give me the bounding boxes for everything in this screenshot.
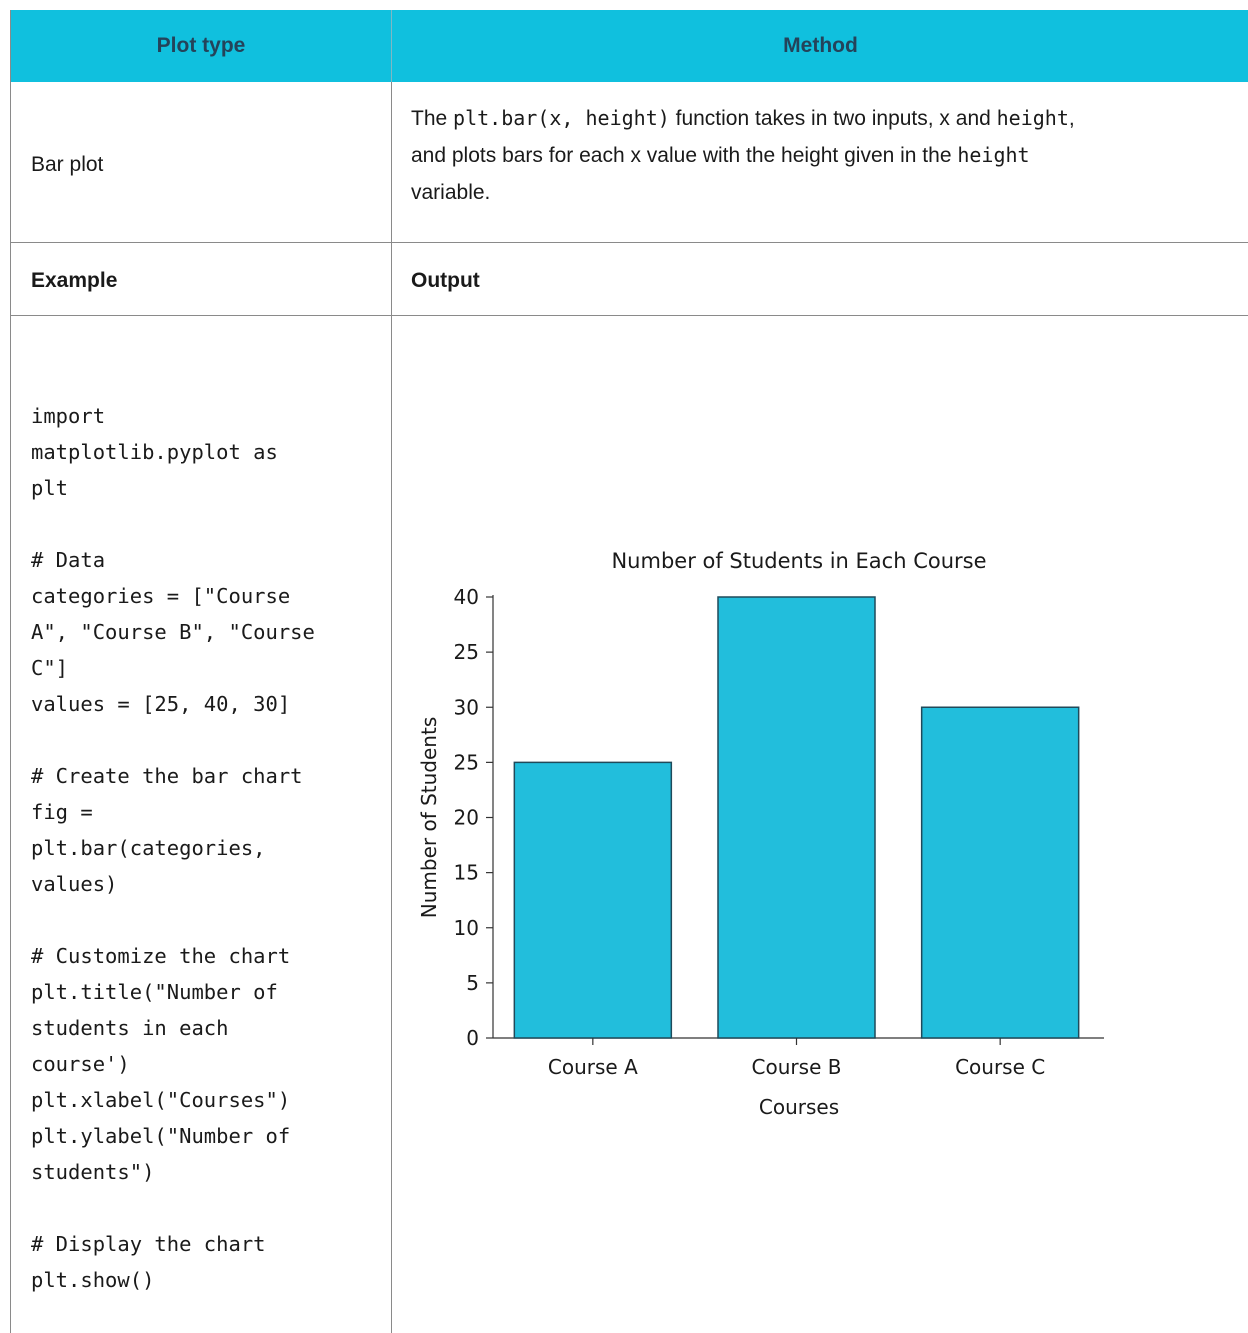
header-plot-type: Plot type xyxy=(11,10,391,82)
text-span: function takes in two inputs, x and xyxy=(669,107,997,130)
code-line: C"] xyxy=(31,656,69,680)
code-line: students") xyxy=(31,1160,155,1184)
code-line: matplotlib.pyplot as xyxy=(31,440,278,464)
method-line-1: The plt.bar(x, height) function takes in… xyxy=(411,100,1241,137)
example-label: Example xyxy=(31,269,118,292)
code-span: height xyxy=(957,143,1030,167)
method-description: The plt.bar(x, height) function takes in… xyxy=(411,100,1241,211)
code-line: plt xyxy=(31,476,69,500)
code-line: students in each xyxy=(31,1016,229,1040)
x-tick-label: Course A xyxy=(548,1055,638,1079)
y-tick-label: 15 xyxy=(454,861,479,885)
y-tick-label: 5 xyxy=(466,971,479,995)
code-example: import matplotlib.pyplot as plt # Data cate… xyxy=(31,398,315,1298)
y-tick-label: 40 xyxy=(454,585,479,609)
code-line xyxy=(31,902,315,938)
code-line xyxy=(31,722,315,758)
bar-chart-svg: Number of Students in Each Course 0 5 10 15 2… xyxy=(417,549,1104,1119)
method-line-2: and plots bars for each x value with the… xyxy=(411,137,1241,174)
text-span: The xyxy=(411,107,454,130)
column-divider xyxy=(391,82,392,1333)
y-tick-label: 20 xyxy=(454,806,479,830)
code-line xyxy=(31,506,315,542)
y-tick-label: 30 xyxy=(454,695,479,719)
row-divider xyxy=(11,242,1248,243)
code-span: height xyxy=(996,106,1069,130)
output-label: Output xyxy=(411,269,480,292)
code-line: plt.bar(categories, xyxy=(31,836,266,860)
bar-course-c xyxy=(920,706,1080,1039)
code-line: # Display the chart xyxy=(31,1232,266,1256)
y-tick-label: 0 xyxy=(466,1026,479,1050)
y-tick-label: 25 xyxy=(454,640,479,664)
code-line: # Data xyxy=(31,548,106,572)
code-line: fig = xyxy=(31,800,93,824)
plot-method-table: Plot type Method Bar plot The plt.bar(x,… xyxy=(10,10,1248,1333)
code-span: plt.bar(x, height) xyxy=(453,106,670,130)
method-line-3: variable. xyxy=(411,181,491,204)
code-line: values = [25, 40, 30] xyxy=(31,692,291,716)
y-axis-label: Number of Students xyxy=(417,717,441,918)
code-line: plt.show() xyxy=(31,1268,155,1292)
code-line: plt.title("Number of xyxy=(31,980,278,1004)
x-axis-label: Courses xyxy=(759,1095,839,1119)
header-method: Method xyxy=(391,10,1248,82)
bar-course-a xyxy=(513,761,673,1039)
y-tick-label: 10 xyxy=(454,916,479,940)
code-line: plt.xlabel("Courses") xyxy=(31,1088,291,1112)
code-line: # Customize the chart xyxy=(31,944,291,968)
code-line: categories = ["Course xyxy=(31,584,291,608)
x-tick-label: Course B xyxy=(752,1055,842,1079)
code-line: A", "Course B", "Course xyxy=(31,620,315,644)
y-tick-label: 25 xyxy=(454,750,479,774)
code-line: values) xyxy=(31,872,118,896)
code-line: plt.ylabel("Number of xyxy=(31,1124,291,1148)
x-tick-label: Course C xyxy=(955,1055,1045,1079)
bar-chart: Number of Students in Each Course 0 5 10 15 2… xyxy=(391,530,1248,1130)
plot-type-cell: Bar plot xyxy=(31,153,104,176)
row-divider xyxy=(11,315,1248,316)
text-span: , xyxy=(1068,107,1075,130)
chart-title: Number of Students in Each Course xyxy=(611,549,986,573)
code-line: course') xyxy=(31,1052,130,1076)
code-line xyxy=(31,1190,315,1226)
code-line: import xyxy=(31,404,106,428)
text-span: and plots bars for each x value with the… xyxy=(411,144,958,167)
code-line: # Create the bar chart xyxy=(31,764,303,788)
bar-course-b xyxy=(717,596,876,1039)
